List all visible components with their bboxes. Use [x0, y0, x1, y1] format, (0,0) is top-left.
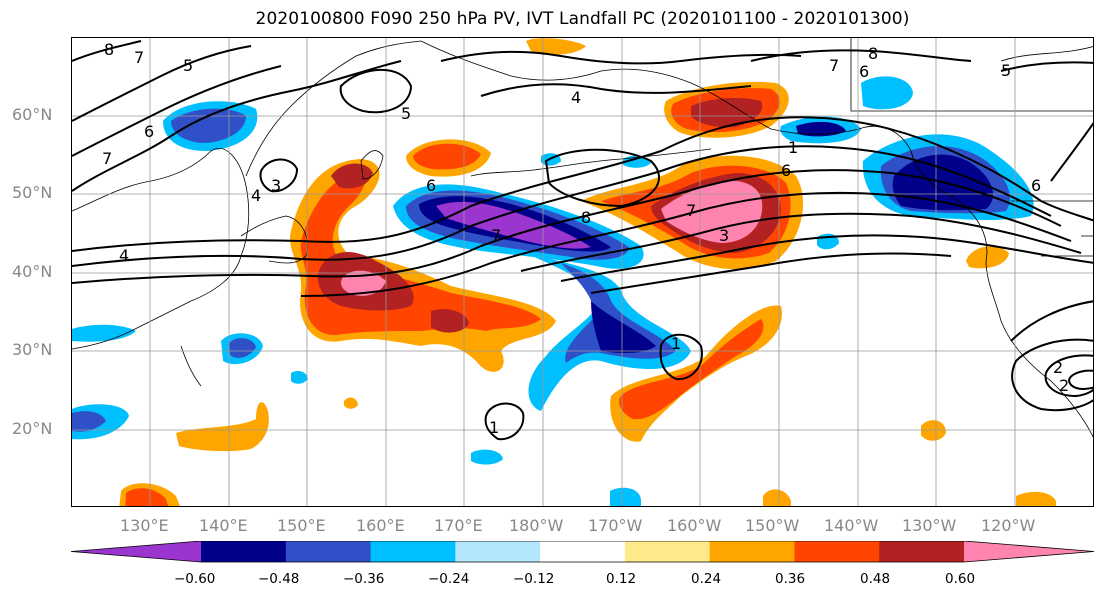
colorbar-cell	[455, 541, 541, 562]
lat-label: 30°N	[12, 340, 53, 359]
colorbar-cell	[624, 541, 711, 562]
lon-label: 140°W	[824, 516, 879, 535]
colorbar-tick-label: 0.12	[606, 571, 637, 587]
colorbar-cell	[709, 541, 795, 562]
colorbar-cell	[370, 541, 456, 562]
contour-label: 6	[859, 62, 869, 81]
contour-label: 6	[781, 161, 791, 180]
colorbar-cell	[71, 541, 201, 562]
contour-label: 7	[102, 149, 112, 168]
colorbar-tick-label: −0.48	[258, 571, 300, 587]
contour-label: 5	[183, 56, 193, 75]
lat-label: 60°N	[12, 105, 53, 124]
lon-label: 140°E	[199, 516, 248, 535]
lon-label: 170°W	[588, 516, 643, 535]
contour-label: 7	[686, 201, 696, 220]
ivt-contours	[72, 40, 1093, 441]
colorbar-cell	[879, 541, 965, 562]
colorbar-cell	[794, 541, 880, 562]
colorbar-tick-label: 0.48	[860, 571, 891, 587]
contour-label: 8	[868, 44, 878, 63]
lat-label: 50°N	[12, 183, 53, 202]
contour-label: 1	[671, 334, 681, 353]
colorbar-cell	[964, 541, 1094, 562]
lon-label: 130°E	[120, 516, 169, 535]
contour-label: 3	[271, 176, 281, 195]
contour-label: 8	[104, 40, 114, 59]
contour-label: 4	[119, 246, 129, 265]
colorbar-tick-label: −0.36	[343, 571, 385, 587]
contour-label: 1	[489, 418, 499, 437]
map-title: 2020100800 F090 250 hPa PV, IVT Landfall…	[255, 9, 910, 29]
map-panel: 8 7 5 6 7 4 5 4 8 6 7 8 5 7 4 3 6 3 7 6 …	[71, 37, 1094, 507]
contour-label: 7	[491, 226, 501, 245]
contour-label: 6	[144, 122, 154, 141]
lon-label: 180°W	[509, 516, 564, 535]
colorbar-tick-label: −0.24	[428, 571, 470, 587]
colorbar-tick-label: 0.36	[775, 571, 806, 587]
contour-label: 4	[251, 186, 261, 205]
contour-label: 5	[401, 104, 411, 123]
colorbar-cell	[285, 541, 372, 562]
contour-label: 6	[426, 176, 436, 195]
colorbar	[71, 541, 1095, 563]
contour-label: 5	[1001, 61, 1011, 80]
graticule	[72, 38, 1093, 506]
contour-label: 7	[829, 56, 839, 75]
contour-label: 8	[581, 208, 591, 227]
lon-label: 150°W	[745, 516, 800, 535]
contour-label: 6	[1031, 176, 1041, 195]
lat-label: 20°N	[12, 419, 53, 438]
colorbar-tick-label: −0.60	[174, 571, 216, 587]
contour-label: 7	[134, 48, 144, 67]
lat-label: 40°N	[12, 262, 53, 281]
contour-label-group: 8 7 5 6 7 4 5 4 8 6 7 8 5 7 4 3 6 3 7 6 …	[102, 40, 1069, 437]
contour-label: 4	[571, 88, 581, 107]
lon-label: 170°E	[434, 516, 483, 535]
contour-label: 2	[1059, 376, 1069, 395]
colorbar-tick-label: −0.12	[513, 571, 555, 587]
lon-label: 120°W	[981, 516, 1036, 535]
contour-label: 3	[719, 226, 729, 245]
colorbar-tick-label: 0.60	[945, 571, 976, 587]
lon-label: 150°E	[277, 516, 326, 535]
lon-label: 160°W	[667, 516, 722, 535]
colorbar-cell	[540, 541, 626, 562]
coastlines	[72, 38, 1093, 438]
map-canvas: 8 7 5 6 7 4 5 4 8 6 7 8 5 7 4 3 6 3 7 6 …	[72, 38, 1093, 506]
lon-label: 160°E	[356, 516, 405, 535]
colorbar-cell	[201, 541, 287, 562]
lon-label: 130°W	[902, 516, 957, 535]
contour-label: 2	[1053, 358, 1063, 377]
colorbar-outline	[71, 541, 1095, 563]
contour-label: 1	[788, 138, 798, 157]
colorbar-tick-label: 0.24	[691, 571, 722, 587]
